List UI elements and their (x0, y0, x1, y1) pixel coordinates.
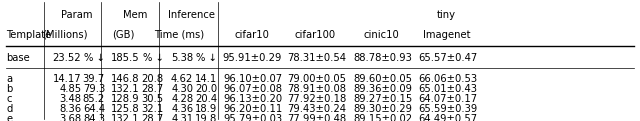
Text: cifar100: cifar100 (295, 30, 336, 40)
Text: % ↓: % ↓ (143, 53, 164, 63)
Text: d: d (6, 104, 13, 114)
Text: Imagenet: Imagenet (423, 30, 470, 40)
Text: 95.91±0.29: 95.91±0.29 (223, 53, 282, 63)
Text: % ↓: % ↓ (84, 53, 105, 63)
Text: % ↓: % ↓ (196, 53, 217, 63)
Text: 89.60±0.05: 89.60±0.05 (353, 74, 412, 84)
Text: 28.7: 28.7 (141, 84, 164, 94)
Text: 20.0: 20.0 (195, 84, 217, 94)
Text: 8.36: 8.36 (59, 104, 81, 114)
Text: Template: Template (6, 30, 52, 40)
Text: 96.10±0.07: 96.10±0.07 (223, 74, 282, 84)
Text: 32.1: 32.1 (141, 104, 164, 114)
Text: 79.43±0.24: 79.43±0.24 (287, 104, 346, 114)
Text: 78.31±0.54: 78.31±0.54 (287, 53, 346, 63)
Text: 89.15±0.02: 89.15±0.02 (353, 113, 412, 121)
Text: (Millions): (Millions) (42, 30, 88, 40)
Text: e: e (6, 113, 13, 121)
Text: 132.1: 132.1 (111, 84, 140, 94)
Text: 4.85: 4.85 (59, 84, 81, 94)
Text: 4.36: 4.36 (171, 104, 193, 114)
Text: 146.8: 146.8 (111, 74, 140, 84)
Text: 18.9: 18.9 (195, 104, 217, 114)
Text: 64.07±0.17: 64.07±0.17 (419, 94, 477, 104)
Text: 85.2: 85.2 (83, 94, 105, 104)
Text: 89.36±0.09: 89.36±0.09 (353, 84, 412, 94)
Text: 84.3: 84.3 (83, 113, 105, 121)
Text: Mem: Mem (124, 10, 148, 20)
Text: 14.1: 14.1 (195, 74, 217, 84)
Text: 89.30±0.29: 89.30±0.29 (353, 104, 412, 114)
Text: 65.57±0.47: 65.57±0.47 (418, 53, 477, 63)
Text: 5.38: 5.38 (171, 53, 193, 63)
Text: 65.01±0.43: 65.01±0.43 (419, 84, 477, 94)
Text: (GB): (GB) (113, 30, 134, 40)
Text: 78.91±0.08: 78.91±0.08 (287, 84, 346, 94)
Text: 20.8: 20.8 (141, 74, 164, 84)
Text: 96.07±0.08: 96.07±0.08 (223, 84, 282, 94)
Text: 88.78±0.93: 88.78±0.93 (353, 53, 412, 63)
Text: 125.8: 125.8 (111, 104, 140, 114)
Text: 96.13±0.20: 96.13±0.20 (223, 94, 282, 104)
Text: 14.17: 14.17 (52, 74, 81, 84)
Text: 89.27±0.15: 89.27±0.15 (353, 94, 412, 104)
Text: 20.4: 20.4 (195, 94, 217, 104)
Text: 96.20±0.11: 96.20±0.11 (223, 104, 282, 114)
Text: 4.28: 4.28 (171, 94, 193, 104)
Text: tiny: tiny (437, 10, 456, 20)
Text: 28.7: 28.7 (141, 113, 164, 121)
Text: 19.8: 19.8 (195, 113, 217, 121)
Text: b: b (6, 84, 13, 94)
Text: Inference: Inference (168, 10, 214, 20)
Text: 64.4: 64.4 (83, 104, 105, 114)
Text: 132.1: 132.1 (111, 113, 140, 121)
Text: a: a (6, 74, 13, 84)
Text: 4.30: 4.30 (172, 84, 193, 94)
Text: 79.3: 79.3 (83, 84, 105, 94)
Text: c: c (6, 94, 12, 104)
Text: 30.5: 30.5 (141, 94, 164, 104)
Text: 77.92±0.18: 77.92±0.18 (287, 94, 346, 104)
Text: 23.52: 23.52 (52, 53, 81, 63)
Text: 79.00±0.05: 79.00±0.05 (287, 74, 346, 84)
Text: 128.9: 128.9 (111, 94, 140, 104)
Text: base: base (6, 53, 30, 63)
Text: 39.7: 39.7 (83, 74, 105, 84)
Text: 4.62: 4.62 (171, 74, 193, 84)
Text: cifar10: cifar10 (234, 30, 269, 40)
Text: 3.48: 3.48 (60, 94, 81, 104)
Text: Param: Param (61, 10, 92, 20)
Text: Time (ms): Time (ms) (154, 30, 204, 40)
Text: 95.79±0.03: 95.79±0.03 (223, 113, 282, 121)
Text: 185.5: 185.5 (111, 53, 140, 63)
Text: 3.68: 3.68 (59, 113, 81, 121)
Text: 77.99±0.48: 77.99±0.48 (287, 113, 346, 121)
Text: 64.49±0.57: 64.49±0.57 (419, 113, 477, 121)
Text: 4.31: 4.31 (171, 113, 193, 121)
Text: 65.59±0.39: 65.59±0.39 (418, 104, 477, 114)
Text: 66.06±0.53: 66.06±0.53 (419, 74, 477, 84)
Text: cinic10: cinic10 (364, 30, 399, 40)
